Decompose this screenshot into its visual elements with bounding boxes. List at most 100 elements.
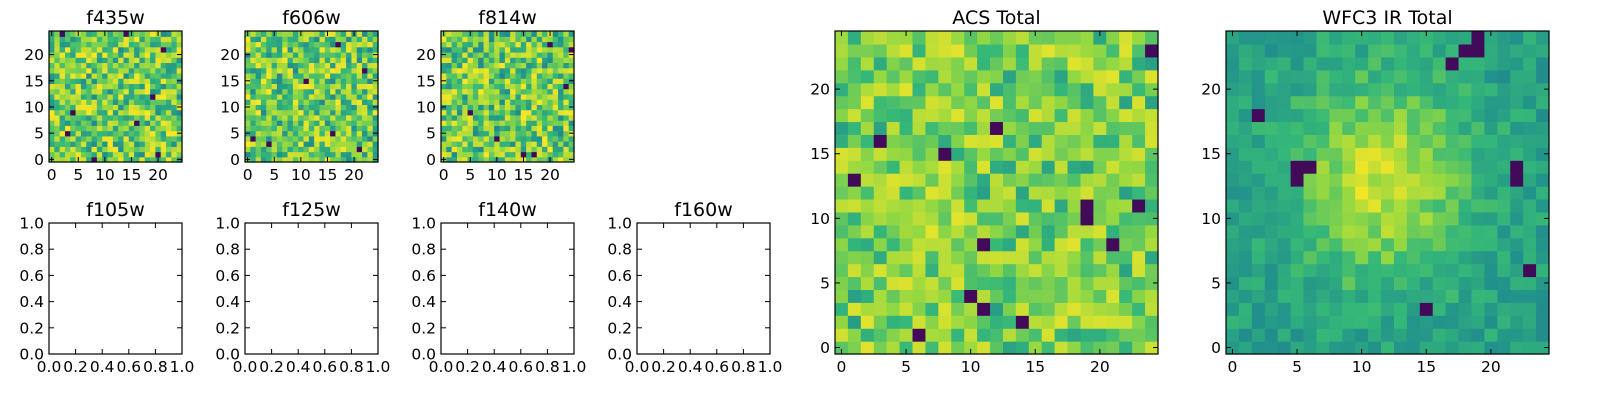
heatmap-cell bbox=[1484, 134, 1498, 148]
heatmap-cell bbox=[166, 141, 172, 147]
heatmap-cell bbox=[166, 156, 172, 163]
heatmap-cell bbox=[75, 109, 82, 116]
heatmap-cell bbox=[515, 125, 522, 132]
heatmap-cell bbox=[75, 88, 82, 95]
heatmap-cell bbox=[1432, 328, 1447, 342]
heatmap-cell bbox=[1329, 341, 1343, 355]
heatmap-cell bbox=[250, 57, 257, 64]
heatmap-cell bbox=[1342, 250, 1356, 265]
heatmap-cell bbox=[1432, 95, 1447, 110]
heatmap-cell bbox=[552, 130, 559, 137]
heatmap-cell bbox=[547, 41, 554, 48]
heatmap-cell bbox=[260, 135, 267, 142]
heatmap-cell bbox=[134, 31, 141, 37]
heatmap-cell bbox=[568, 114, 575, 121]
x-tick-label: 0.4 bbox=[90, 358, 115, 376]
y-tick-label: 0.6 bbox=[411, 267, 436, 285]
heatmap-cell bbox=[912, 341, 927, 355]
heatmap-cell bbox=[298, 93, 305, 100]
heatmap-cell bbox=[1393, 31, 1408, 45]
heatmap-cell bbox=[1510, 276, 1524, 290]
heatmap-cell bbox=[1290, 211, 1305, 226]
x-tick-label: 0.0 bbox=[233, 358, 258, 376]
heatmap-cell bbox=[563, 78, 570, 84]
heatmap-cell bbox=[1381, 31, 1395, 45]
heatmap-cell bbox=[1355, 31, 1369, 45]
heatmap-cell bbox=[1497, 56, 1511, 71]
heatmap-cell bbox=[91, 109, 98, 116]
heatmap-cell bbox=[899, 121, 914, 135]
heatmap-cell bbox=[1510, 289, 1524, 303]
x-tick-label: 0 bbox=[47, 166, 57, 184]
axes-frame bbox=[636, 222, 771, 355]
heatmap-cell bbox=[112, 46, 119, 53]
heatmap-cell bbox=[536, 88, 543, 95]
heatmap-cell bbox=[1093, 43, 1107, 58]
heatmap-cell bbox=[1041, 302, 1056, 316]
heatmap-cell bbox=[847, 198, 862, 213]
heatmap-cell bbox=[1028, 160, 1043, 174]
heatmap-cell bbox=[1277, 315, 1292, 329]
heatmap-cell bbox=[250, 141, 257, 147]
x-tick-label: 15 bbox=[1416, 358, 1436, 376]
heatmap-cell bbox=[1368, 82, 1382, 97]
heatmap-cell bbox=[451, 67, 458, 74]
heatmap-cell bbox=[860, 69, 875, 84]
heatmap-cell bbox=[558, 114, 564, 121]
heatmap-cell bbox=[467, 125, 474, 132]
heatmap-cell bbox=[155, 46, 162, 53]
heatmap-cell bbox=[1316, 186, 1330, 200]
heatmap-cell bbox=[563, 156, 570, 163]
heatmap-cell bbox=[1484, 341, 1498, 355]
heatmap-cell bbox=[324, 104, 331, 111]
heatmap-cell bbox=[1484, 289, 1498, 303]
heatmap-cell bbox=[1264, 147, 1279, 161]
heatmap-cell bbox=[1028, 276, 1043, 290]
heatmap-cell bbox=[319, 120, 326, 126]
heatmap-cell bbox=[472, 151, 479, 158]
heatmap-cell bbox=[1054, 69, 1069, 84]
heatmap-cell bbox=[558, 151, 564, 158]
heatmap-cell bbox=[298, 51, 305, 58]
heatmap-cell bbox=[1251, 108, 1266, 123]
heatmap-cell bbox=[1484, 198, 1498, 213]
heatmap-cell bbox=[1393, 186, 1408, 200]
heatmap-cell bbox=[515, 51, 522, 58]
heatmap-cell bbox=[1028, 315, 1043, 329]
heatmap-cell bbox=[925, 108, 939, 123]
heatmap-cell bbox=[123, 141, 130, 147]
heatmap-cell bbox=[563, 57, 570, 64]
heatmap-cell bbox=[303, 146, 310, 153]
heatmap-cell bbox=[276, 67, 283, 74]
heatmap-cell bbox=[552, 114, 559, 121]
heatmap-cell bbox=[362, 135, 368, 142]
heatmap-cell bbox=[1523, 134, 1537, 148]
heatmap-cell bbox=[938, 95, 952, 110]
heatmap-cell bbox=[1355, 43, 1369, 58]
heatmap-cell bbox=[166, 151, 172, 158]
heatmap-cell bbox=[1067, 134, 1082, 148]
heatmap-cell bbox=[1264, 211, 1279, 226]
heatmap-cell bbox=[59, 51, 66, 58]
heatmap-cell bbox=[1393, 250, 1408, 265]
heatmap-cell bbox=[520, 130, 527, 137]
heatmap-cell bbox=[1536, 250, 1550, 265]
heatmap-cell bbox=[938, 43, 952, 58]
heatmap-cell bbox=[462, 41, 469, 48]
heatmap-cell bbox=[1316, 263, 1330, 278]
heatmap-cell bbox=[319, 156, 326, 163]
heatmap-cell bbox=[1393, 173, 1408, 187]
heatmap-cell bbox=[128, 78, 135, 84]
heatmap-cell bbox=[488, 67, 495, 74]
heatmap-cell bbox=[1393, 134, 1408, 148]
heatmap-cell bbox=[250, 130, 257, 137]
heatmap-cell bbox=[346, 67, 352, 74]
heatmap-cell bbox=[1316, 328, 1330, 342]
heatmap-cell bbox=[112, 146, 119, 153]
heatmap-cell bbox=[1226, 315, 1240, 329]
heatmap-cell bbox=[255, 36, 262, 43]
x-tick-label: 20 bbox=[148, 166, 168, 184]
heatmap-cell bbox=[1523, 315, 1537, 329]
heatmap-cell bbox=[504, 78, 511, 84]
heatmap-cell bbox=[1303, 147, 1318, 161]
